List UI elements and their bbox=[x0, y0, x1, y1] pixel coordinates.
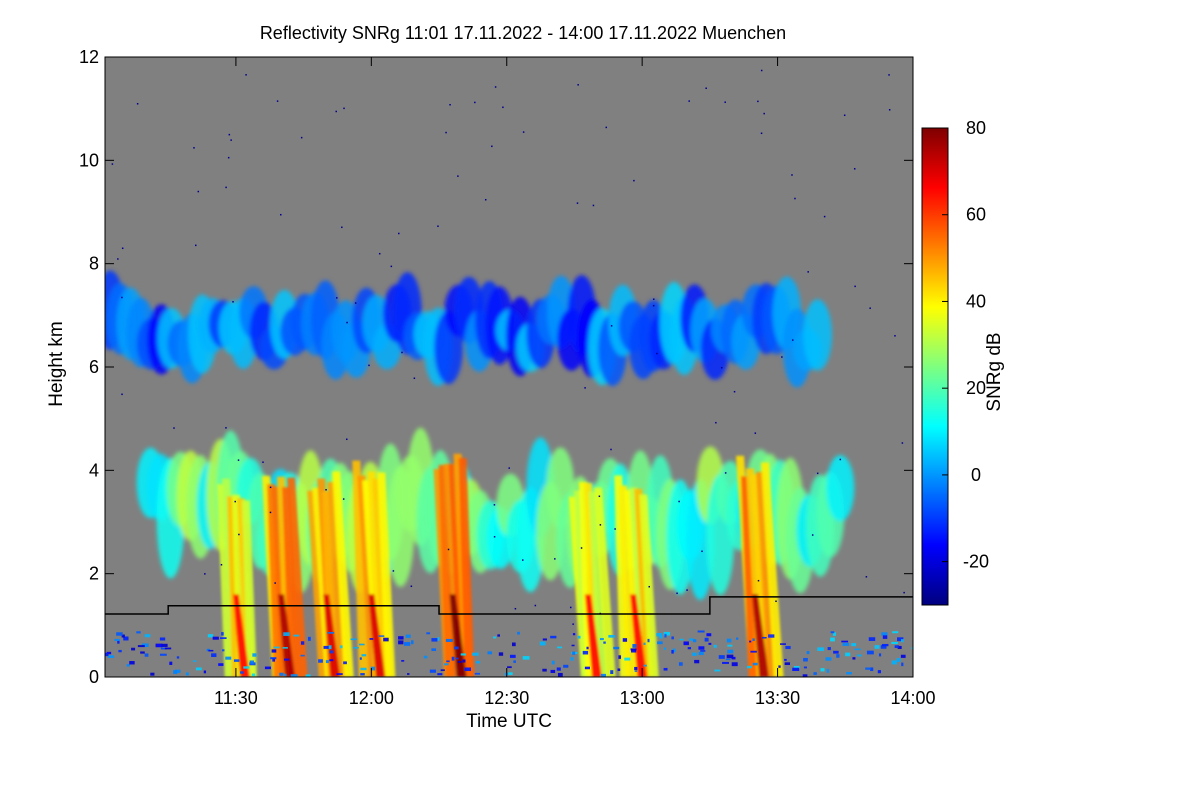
x-tick-label-2: 12:00 bbox=[349, 688, 394, 708]
colorbar-tick-label-2: 0 bbox=[971, 465, 981, 485]
x-tick-label-5: 13:30 bbox=[755, 688, 800, 708]
cloud-layer-1 bbox=[105, 270, 832, 388]
precipitation-shaft-8 bbox=[736, 455, 784, 677]
y-tick-label-7: 12 bbox=[79, 47, 99, 67]
colorbar: -20 0 20 40 60 80 SNRg dB bbox=[921, 118, 1005, 606]
x-tick-label-6: 14:00 bbox=[890, 688, 935, 708]
colorbar-tick-label-6: 80 bbox=[966, 118, 986, 138]
precipitation-shaft-2 bbox=[262, 475, 308, 677]
precipitation-shaft-5 bbox=[433, 453, 475, 677]
colorbar-tick-label-5: 60 bbox=[966, 205, 986, 225]
x-tick-label-1: 11:30 bbox=[214, 688, 258, 708]
precipitation-shaft-4 bbox=[352, 460, 396, 677]
colorbar-tick-label-1: -20 bbox=[963, 552, 989, 572]
ground-clutter bbox=[105, 630, 913, 677]
y-axis-label: Height km bbox=[46, 321, 67, 407]
precipitation-shaft-7 bbox=[614, 475, 659, 677]
colorbar-label: SNRg dB bbox=[984, 332, 1005, 411]
colorbar-tick-label-3: 20 bbox=[966, 378, 986, 398]
y-tick-label-4: 6 bbox=[89, 357, 99, 377]
x-tick-label-3: 12:30 bbox=[484, 688, 529, 708]
colorbar-tick-label-4: 40 bbox=[966, 291, 986, 311]
y-axis-ticks: 0 2 4 6 8 10 12 bbox=[79, 47, 913, 687]
noise-specks bbox=[111, 69, 905, 625]
y-tick-label-5: 8 bbox=[89, 254, 99, 274]
colorbar-gradient bbox=[921, 127, 949, 606]
y-tick-label-2: 2 bbox=[89, 564, 99, 584]
colorbar-ticks: -20 0 20 40 60 80 bbox=[942, 118, 989, 572]
heatmap-layer bbox=[105, 69, 913, 677]
x-axis-ticks: 11:30 12:00 12:30 13:00 13:30 14:00 bbox=[214, 57, 936, 708]
precipitation-shaft-1 bbox=[216, 478, 257, 677]
precipitation-shaft-6 bbox=[568, 481, 616, 677]
y-tick-label-3: 4 bbox=[89, 460, 99, 480]
x-axis-label: Time UTC bbox=[466, 711, 552, 732]
precipitation-shafts bbox=[216, 453, 784, 677]
y-tick-label-6: 10 bbox=[79, 150, 99, 170]
chart-title: Reflectivity SNRg 11:01 17.11.2022 - 14:… bbox=[260, 23, 786, 43]
precipitation-shaft-3 bbox=[307, 471, 354, 677]
y-tick-label-1: 0 bbox=[89, 667, 99, 687]
boundary-line bbox=[105, 596, 913, 615]
x-tick-label-4: 13:00 bbox=[620, 688, 665, 708]
